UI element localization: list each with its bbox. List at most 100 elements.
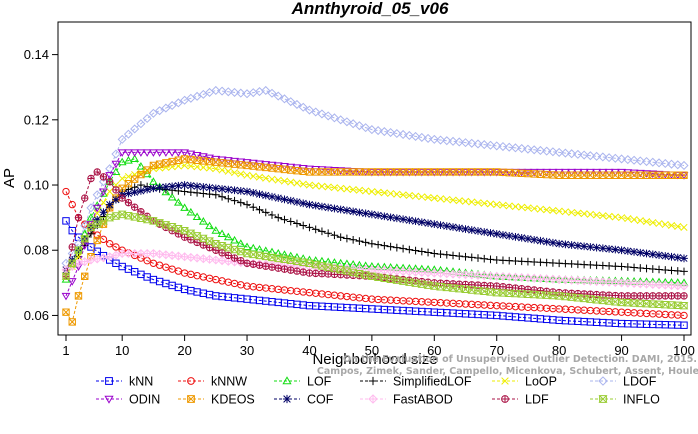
data-point [473, 139, 483, 149]
data-point [317, 109, 327, 119]
data-point [517, 234, 526, 242]
data-point [124, 199, 133, 207]
data-point [180, 181, 189, 189]
data-point [530, 235, 539, 244]
data-point [324, 183, 332, 191]
data-point [561, 240, 570, 249]
data-point [368, 210, 376, 219]
data-point [393, 190, 401, 198]
data-point [605, 212, 613, 220]
data-point [187, 188, 195, 197]
data-point [399, 215, 407, 224]
data-point [111, 149, 121, 159]
x-axis-label: Neighborhood size [312, 351, 437, 368]
data-point [529, 145, 539, 155]
series-ldof [61, 85, 689, 268]
data-point [493, 201, 501, 209]
data-point [180, 187, 189, 196]
data-point [423, 133, 433, 143]
data-point [510, 143, 521, 153]
series-line [65, 164, 685, 277]
data-point [636, 171, 645, 179]
data-point [648, 157, 658, 167]
data-point [237, 257, 245, 265]
data-point [93, 231, 101, 239]
data-point [348, 119, 358, 129]
data-point [424, 219, 432, 228]
data-point [611, 245, 620, 254]
data-point [599, 212, 607, 220]
data-point [105, 200, 114, 209]
data-point [610, 298, 620, 306]
legend-item-loop: LoOP [492, 375, 557, 389]
data-point [679, 301, 689, 310]
data-point [411, 131, 421, 141]
data-point [418, 193, 426, 201]
x-tick-label: 10 [115, 343, 129, 358]
data-point [124, 189, 133, 198]
data-point [480, 228, 489, 236]
data-point [199, 189, 208, 198]
data-point [505, 232, 514, 240]
data-point [486, 255, 495, 264]
data-point [86, 203, 96, 213]
data-point [648, 250, 657, 259]
data-point [679, 172, 689, 180]
data-point [180, 233, 189, 241]
data-point [167, 192, 177, 201]
data-point [536, 205, 544, 213]
data-point [311, 225, 320, 234]
data-point [218, 166, 226, 174]
data-point [624, 292, 632, 300]
data-point [355, 208, 364, 217]
legend-marker [368, 376, 378, 386]
data-point [454, 137, 464, 147]
data-point [161, 149, 171, 157]
data-point [305, 269, 314, 277]
data-point [111, 212, 121, 220]
data-point [74, 246, 83, 254]
data-point [293, 267, 301, 275]
data-point [680, 292, 688, 300]
data-point [180, 226, 190, 235]
data-point [448, 136, 458, 146]
data-point [167, 100, 177, 111]
data-point [236, 198, 245, 207]
data-point [674, 222, 682, 230]
data-point [330, 231, 339, 240]
data-point [111, 167, 121, 176]
legend-marker [598, 376, 608, 386]
legend-item-ldf: LDF [492, 393, 549, 407]
data-point [474, 227, 482, 235]
data-point [205, 190, 214, 198]
data-point [212, 246, 220, 254]
data-point [99, 188, 108, 197]
y-tick-label: 0.08 [24, 243, 49, 258]
data-point [343, 234, 351, 243]
plot-frame [57, 21, 692, 336]
data-point [399, 244, 407, 253]
data-point [429, 134, 439, 144]
data-point [230, 254, 239, 262]
data-point [442, 250, 451, 259]
data-point [486, 229, 495, 237]
data-point [555, 171, 563, 179]
data-point [298, 102, 308, 112]
data-point [455, 197, 463, 205]
data-point [405, 216, 414, 225]
data-point [511, 202, 520, 211]
data-point [623, 247, 632, 255]
data-point [98, 177, 109, 187]
legend-marker [104, 395, 114, 404]
data-point [411, 217, 420, 226]
data-point [162, 159, 170, 167]
data-point [298, 254, 308, 262]
data-point [230, 186, 239, 195]
data-point [130, 175, 139, 183]
data-point [574, 241, 582, 250]
data-point [379, 127, 389, 137]
data-point [436, 221, 445, 229]
data-point [148, 108, 158, 118]
data-point [336, 115, 346, 125]
